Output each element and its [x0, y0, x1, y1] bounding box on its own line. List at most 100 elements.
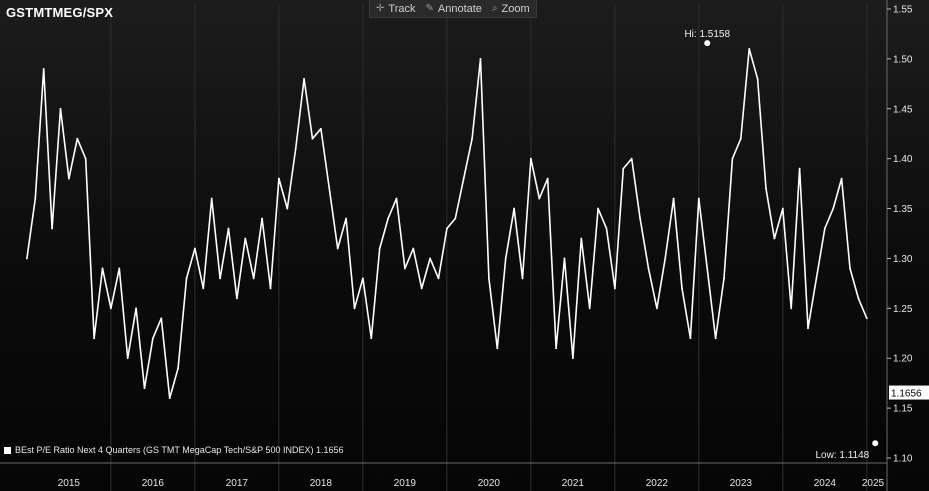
series-point [361, 277, 364, 280]
series-point [328, 187, 331, 190]
y-tick-label: 1.15 [893, 404, 913, 415]
y-tick-label: 1.55 [893, 4, 913, 15]
series-point [571, 357, 574, 360]
chart-title: GSTMTMEG/SPX [6, 5, 114, 20]
series-point [445, 227, 448, 230]
series-point [101, 267, 104, 270]
low-marker [872, 440, 879, 447]
series-point [555, 347, 557, 350]
series-point [597, 207, 599, 210]
series-point [185, 277, 188, 280]
zoom-label: Zoom [501, 2, 530, 15]
series-point [93, 337, 95, 340]
series-point [790, 307, 793, 310]
series-point [76, 137, 79, 140]
series-point [387, 217, 389, 220]
series-point [429, 257, 431, 260]
series-point [277, 177, 280, 180]
series-point [143, 387, 146, 390]
zoom-button[interactable]: ⌕ Zoom [492, 3, 530, 15]
high-label: Hi: 1.5158 [684, 29, 730, 40]
series-point [706, 267, 709, 270]
x-tick-label: 2019 [394, 478, 417, 489]
low-label: Low: 1.1148 [815, 450, 869, 461]
series-point [219, 277, 221, 280]
x-tick-label: 2015 [58, 478, 81, 489]
series-point [815, 277, 818, 280]
track-label: Track [388, 2, 416, 15]
series-point [210, 197, 213, 200]
crosshair-icon: ✛ [376, 3, 385, 14]
series-point [832, 207, 835, 210]
series-point [479, 57, 482, 60]
series-point [109, 307, 112, 310]
series-point [59, 107, 62, 110]
series-point [67, 177, 70, 180]
pencil-icon: ✎ [425, 3, 434, 14]
series-point [319, 127, 322, 130]
series-point [303, 77, 305, 80]
high-marker [704, 40, 711, 47]
y-tick-label: 1.30 [893, 254, 913, 265]
plot-area [0, 4, 887, 463]
series-point [765, 187, 767, 190]
series-point [151, 337, 154, 340]
series-point [25, 257, 28, 260]
series-point [378, 247, 381, 250]
series-point [395, 197, 398, 200]
series-point [168, 397, 171, 400]
series-point [857, 297, 860, 300]
series-point [798, 167, 801, 170]
x-tick-label: 2024 [814, 478, 837, 489]
series-point [403, 267, 406, 270]
x-tick-label: 2022 [646, 478, 669, 489]
series-point [723, 277, 725, 280]
series-point [639, 217, 641, 220]
annotate-button[interactable]: ✎ Annotate [425, 3, 481, 15]
series-point [513, 207, 515, 210]
series-point [622, 167, 625, 170]
series-point [647, 267, 650, 270]
series-point [135, 307, 137, 310]
series-point [697, 197, 700, 200]
series-point [261, 217, 263, 220]
series-point [588, 307, 591, 310]
y-tick-label: 1.45 [893, 104, 913, 115]
series-point [202, 287, 205, 290]
series-point [664, 257, 667, 260]
series-point [227, 227, 230, 230]
series-point [496, 347, 499, 350]
x-tick-label: 2023 [730, 478, 753, 489]
series-point [630, 157, 633, 160]
series-point [311, 137, 314, 140]
series-point [538, 197, 541, 200]
series-point [160, 317, 163, 320]
series-point [471, 137, 473, 140]
track-button[interactable]: ✛ Track [376, 3, 415, 15]
series-point [655, 307, 658, 310]
x-tick-label: 2020 [478, 478, 501, 489]
series-point [748, 48, 751, 50]
series-point [42, 67, 45, 70]
series-point [462, 177, 465, 180]
y-tick-label: 1.20 [893, 354, 913, 365]
series-point [51, 227, 53, 230]
x-tick-label: 2025 [862, 478, 885, 489]
series-point [681, 287, 683, 290]
last-value-label: 1.1656 [891, 389, 922, 400]
series-point [126, 357, 129, 360]
series-point [605, 227, 608, 230]
series-point [739, 137, 742, 140]
series-point [193, 247, 196, 250]
series-point [487, 277, 490, 280]
series-point [781, 207, 784, 210]
series-point [412, 247, 415, 250]
series-point [420, 287, 423, 290]
series-point [370, 337, 373, 340]
series-point [865, 317, 868, 320]
series-point [454, 217, 457, 220]
series-point [84, 157, 87, 160]
series-point [773, 237, 776, 240]
